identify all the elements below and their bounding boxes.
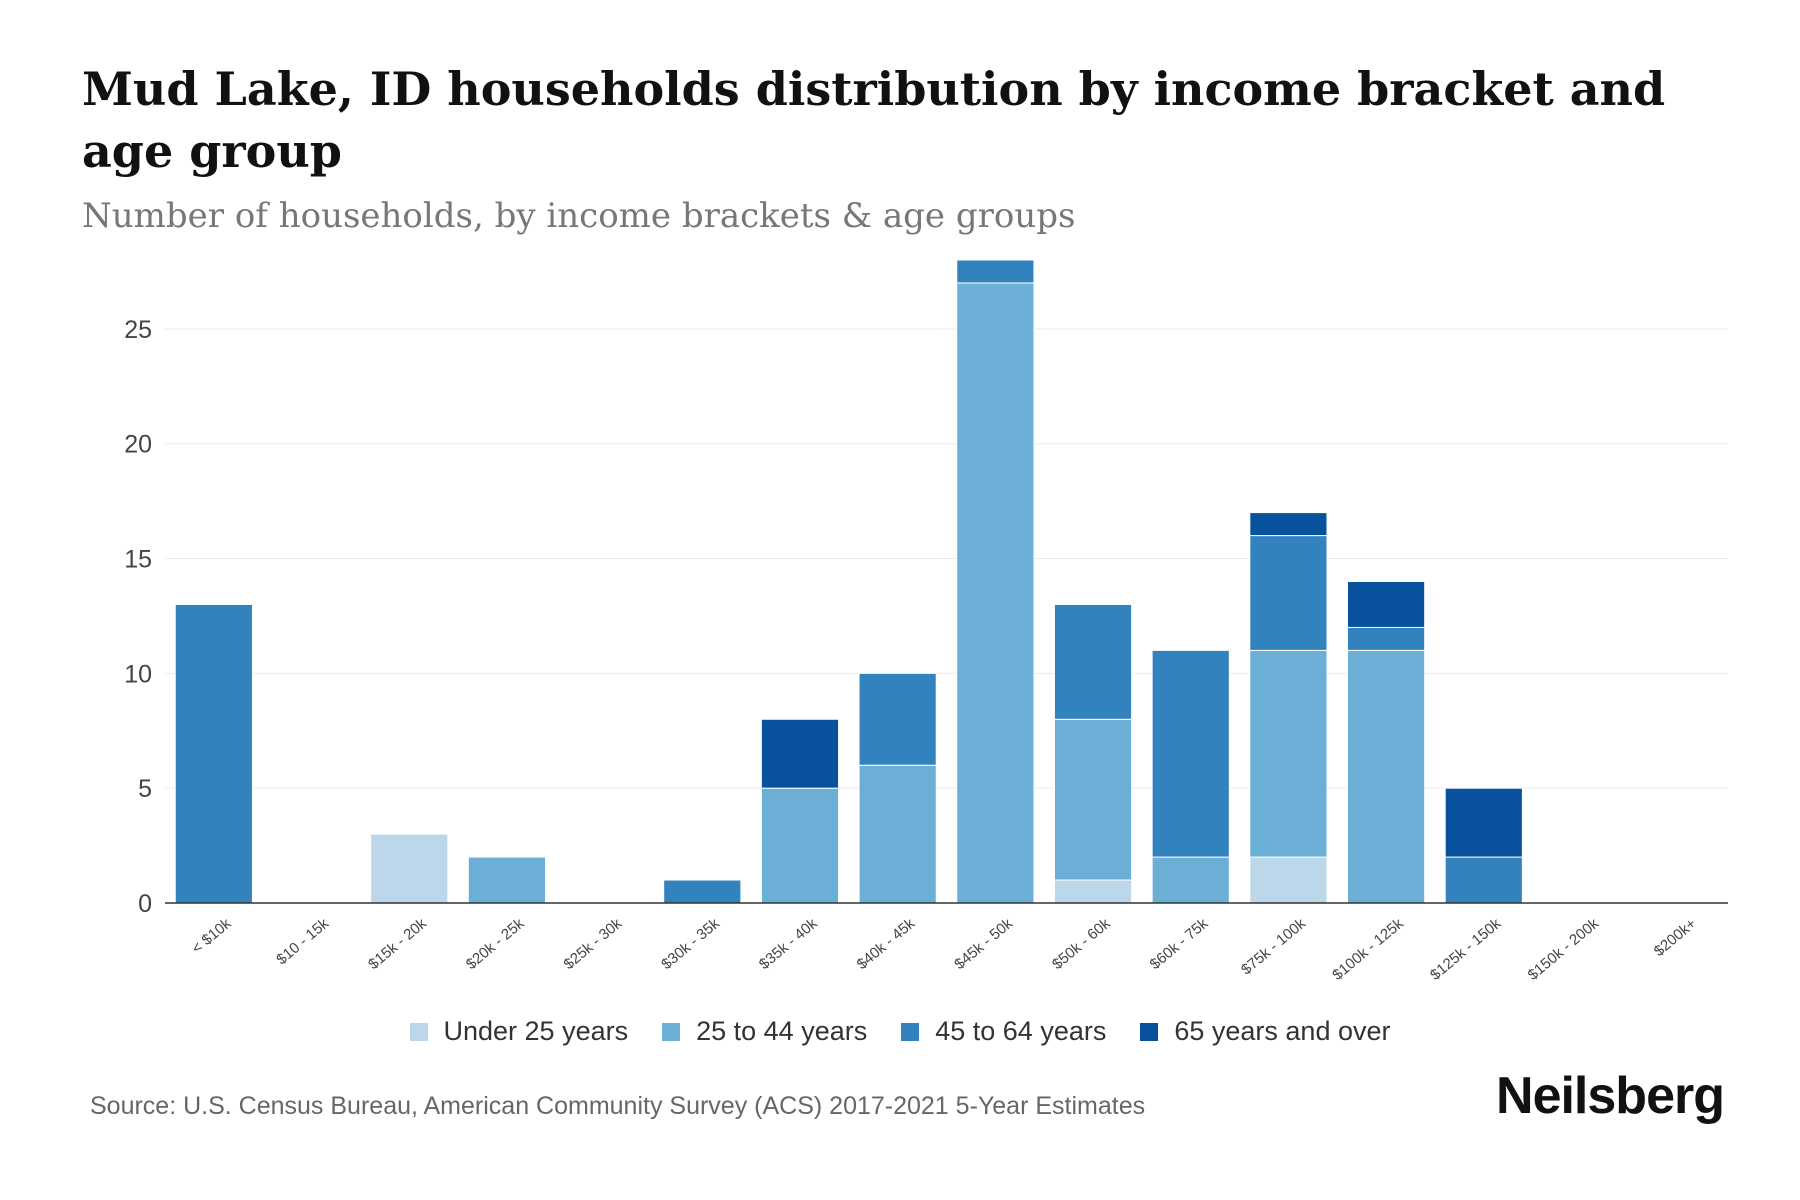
legend-label: 45 to 64 years xyxy=(935,1016,1107,1046)
bar-segment xyxy=(858,672,937,766)
bar-segment xyxy=(1444,856,1523,904)
chart-title: Mud Lake, ID households distribution by … xyxy=(82,62,1666,178)
y-tick-label: 20 xyxy=(124,431,152,459)
bar-segment xyxy=(174,603,253,904)
bar-segment xyxy=(760,718,840,789)
bar-segment xyxy=(1053,603,1133,720)
legend-label: 65 years and over xyxy=(1174,1016,1391,1046)
bar-segment xyxy=(1347,649,1426,904)
bar-segment xyxy=(956,259,1035,284)
x-tick-label: $15k - 20k xyxy=(365,915,430,973)
x-tick-label: $25k - 30k xyxy=(561,915,626,973)
bar-segment xyxy=(1151,649,1230,858)
bar-segment xyxy=(370,833,449,904)
bar-segment xyxy=(1347,626,1426,651)
bar-segment xyxy=(1444,787,1523,858)
bar-segment xyxy=(1249,856,1328,904)
x-tick-label: $75k - 100k xyxy=(1238,915,1309,979)
legend-swatch xyxy=(901,1022,920,1041)
bar-segment xyxy=(1249,512,1328,537)
source-note: Source: U.S. Census Bureau, American Com… xyxy=(90,1092,1146,1120)
y-tick-label: 25 xyxy=(124,316,152,344)
x-tick-label: $40k - 45k xyxy=(854,915,919,973)
legend-label: Under 25 years xyxy=(443,1016,629,1046)
bar-segment xyxy=(467,856,546,904)
x-tick-label: $20k - 25k xyxy=(463,915,528,973)
legend-swatch xyxy=(1140,1022,1159,1041)
bar-segment xyxy=(1347,581,1426,628)
y-tick-label: 5 xyxy=(138,775,152,803)
stacked-bar-chart: 0 5 10 15 20 25 < $10k $10 - 15k $15k - 20k $20k … xyxy=(124,259,1728,984)
legend-item: 25 to 44 years xyxy=(662,1016,867,1047)
bar-segment xyxy=(760,787,840,904)
bar-segment xyxy=(1053,718,1133,881)
legend-item: Under 25 years xyxy=(409,1016,629,1047)
bar-segment xyxy=(1249,649,1328,858)
y-tick-label: 0 xyxy=(138,890,152,918)
chart-subtitle: Number of households, by income brackets… xyxy=(82,196,1076,236)
x-tick-label: $35k - 40k xyxy=(756,915,821,973)
legend-swatch xyxy=(662,1022,681,1041)
bar-segment xyxy=(1053,879,1133,904)
y-tick-label: 15 xyxy=(124,546,152,574)
chart-legend: Under 25 years 25 to 44 years 45 to 64 yea… xyxy=(0,1016,1800,1047)
bar-segment xyxy=(1151,856,1230,904)
x-tick-label: $60k - 75k xyxy=(1147,915,1212,973)
bar-segment xyxy=(663,879,742,904)
y-tick-label: 10 xyxy=(124,660,152,688)
bar-segment xyxy=(1249,535,1328,651)
brand-logo: Neilsberg xyxy=(1496,1067,1725,1125)
x-tick-label: $45k - 50k xyxy=(951,915,1016,973)
bar-segment xyxy=(858,764,937,904)
x-tick-label: $50k - 60k xyxy=(1049,915,1114,973)
x-tick-label: $125k - 150k xyxy=(1427,915,1505,984)
x-tick-label: $200k+ xyxy=(1651,915,1700,960)
legend-label: 25 to 44 years xyxy=(696,1016,868,1046)
x-tick-label: $100k - 125k xyxy=(1329,915,1407,984)
legend-item: 45 to 64 years xyxy=(901,1016,1106,1047)
legend-item: 65 years and over xyxy=(1140,1016,1391,1047)
x-tick-label: $10 - 15k xyxy=(273,915,332,969)
legend-swatch xyxy=(409,1022,428,1041)
x-tick-label: $30k - 35k xyxy=(658,915,723,973)
x-tick-label: < $10k xyxy=(189,915,235,958)
x-tick-label: $150k - 200k xyxy=(1525,915,1603,984)
bar-segment xyxy=(956,282,1035,904)
